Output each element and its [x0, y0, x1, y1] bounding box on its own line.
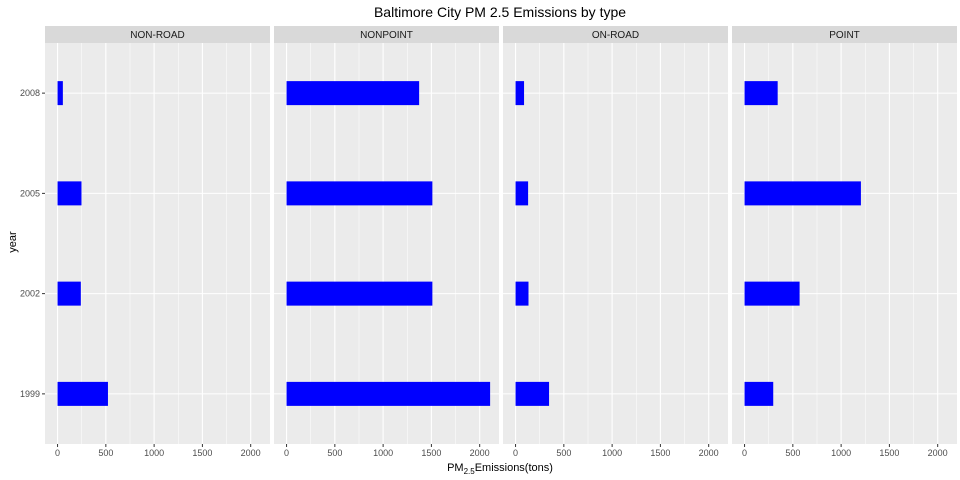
y-tick-label-2005: 2005 — [20, 188, 40, 198]
bar-non-road-1999 — [57, 381, 108, 406]
bar-point-1999 — [744, 381, 774, 406]
x-tick-label: 1500 — [879, 448, 899, 458]
facet-strip-label-point: POINT — [829, 30, 860, 41]
bar-on-road-2008 — [515, 81, 525, 106]
x-tick-label: 500 — [327, 448, 342, 458]
x-tick-label: 500 — [785, 448, 800, 458]
x-tick-label: 1000 — [602, 448, 622, 458]
x-tick-label: 0 — [55, 448, 60, 458]
x-tick-label: 2000 — [241, 448, 261, 458]
panel-background-point — [732, 43, 957, 444]
facet-strip-label-nonpoint: NONPOINT — [360, 30, 413, 41]
y-tick-label-1999: 1999 — [20, 389, 40, 399]
facet-panel-non-road: NON-ROAD 0 500 1000 1500 2000 — [45, 26, 270, 458]
y-tick-label-2002: 2002 — [20, 289, 40, 299]
facet-panel-point: POINT 0 500 1000 1500 2000 — [732, 26, 957, 458]
x-axis-title: PM2.5Emissions(tons) — [447, 462, 553, 476]
facet-strip-non-road — [45, 26, 270, 43]
facet-panels: NON-ROAD 0 500 1000 1500 2000 NONPOINT 0 500 1000… — [20, 26, 957, 458]
bar-nonpoint-2005 — [286, 181, 433, 206]
y-tick-label-2008: 2008 — [20, 88, 40, 98]
chart-title: Baltimore City PM 2.5 Emissions by type — [374, 4, 626, 20]
x-tick-label: 1500 — [650, 448, 670, 458]
facet-panel-on-road: ON-ROAD 0 500 1000 1500 2000 — [503, 26, 728, 458]
x-tick-label: 1500 — [192, 448, 212, 458]
bar-non-road-2008 — [57, 81, 63, 106]
bar-nonpoint-2008 — [286, 81, 420, 106]
bar-non-road-2005 — [57, 181, 82, 206]
bar-on-road-1999 — [515, 381, 550, 406]
bar-nonpoint-2002 — [286, 281, 433, 306]
x-tick-label: 0 — [284, 448, 289, 458]
bar-on-road-2005 — [515, 181, 529, 206]
x-tick-label: 1500 — [421, 448, 441, 458]
x-tick-label: 2000 — [470, 448, 490, 458]
x-axis-title-suffix: Emissions(tons) — [475, 462, 553, 474]
x-tick-label: 2000 — [928, 448, 948, 458]
x-tick-label: 1000 — [144, 448, 164, 458]
facet-panel-nonpoint: NONPOINT 0 500 1000 1500 2000 — [274, 26, 499, 458]
bar-point-2008 — [744, 81, 778, 106]
bar-point-2002 — [744, 281, 800, 306]
x-tick-label: 0 — [742, 448, 747, 458]
facet-strip-point — [732, 26, 957, 43]
x-tick-label: 0 — [513, 448, 518, 458]
panel-background-non-road — [45, 43, 270, 444]
facet-strip-label-on-road: ON-ROAD — [592, 30, 639, 41]
x-axis-title-base: PM — [447, 462, 464, 474]
x-tick-label: 1000 — [831, 448, 851, 458]
x-tick-label: 1000 — [373, 448, 393, 458]
facet-strip-on-road — [503, 26, 728, 43]
x-axis-title-subscript: 2.5 — [464, 467, 476, 476]
bar-on-road-2002 — [515, 281, 529, 306]
x-tick-label: 2000 — [699, 448, 719, 458]
bar-non-road-2002 — [57, 281, 81, 306]
bar-nonpoint-1999 — [286, 381, 491, 406]
panel-background-on-road — [503, 43, 728, 444]
facet-strip-label-non-road: NON-ROAD — [130, 30, 184, 41]
panel-background-nonpoint — [274, 43, 499, 444]
facet-strip-nonpoint — [274, 26, 499, 43]
x-tick-label: 500 — [98, 448, 113, 458]
bar-point-2005 — [744, 181, 861, 206]
y-axis-title: year — [7, 231, 19, 253]
x-tick-label: 500 — [556, 448, 571, 458]
